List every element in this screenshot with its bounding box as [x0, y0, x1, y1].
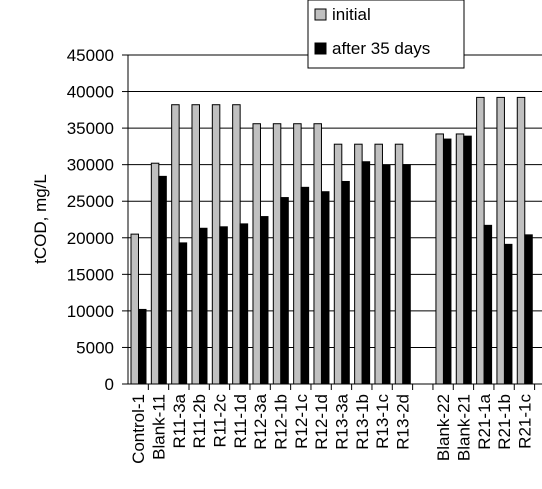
initial-bar — [374, 143, 383, 385]
initial-bar — [516, 96, 526, 385]
legend-label-after-35-days: after 35 days — [332, 39, 430, 58]
after-35-days-bar — [178, 242, 188, 385]
x-category-label: R21-1a — [475, 393, 494, 449]
initial-bar — [476, 96, 485, 385]
y-tick-label: 0 — [105, 375, 114, 394]
after-35-days-bar — [381, 164, 391, 385]
initial-bar — [252, 123, 261, 385]
x-category-label: R11-2c — [210, 394, 229, 448]
initial-bar — [272, 123, 282, 385]
x-category-label: R11-2b — [190, 394, 209, 449]
after-35-days-bar — [442, 138, 452, 385]
legend-box — [307, 0, 465, 69]
x-category-label: Blank-22 — [434, 394, 453, 461]
initial-bar — [354, 143, 363, 385]
y-tick-labels: 0 5000 10000 15000 20000 25000 30000 35000 40000… — [67, 46, 128, 394]
x-category-label: R11-3a — [170, 393, 189, 448]
y-tick-label: 5000 — [76, 338, 114, 357]
y-tick-label: 45000 — [67, 46, 114, 65]
after-35-days-bar — [503, 243, 513, 385]
y-tick-label: 15000 — [67, 265, 114, 284]
x-category-labels: Control-1 Blank-11 R11-3a R11-2b R11-2c R11-1… — [129, 393, 534, 463]
after-35-days-bar — [524, 234, 533, 385]
initial-bar — [211, 104, 221, 385]
after-35-days-bar — [361, 161, 371, 385]
initial-bar — [130, 233, 139, 385]
bars — [130, 96, 533, 385]
legend: initial after 35 days — [307, 0, 465, 69]
x-category-label: R13-1b — [353, 394, 372, 450]
after-35-days-bar — [259, 216, 269, 385]
axes — [127, 55, 542, 390]
legend-swatch-initial — [314, 8, 327, 21]
initial-bar — [171, 104, 180, 385]
initial-bar — [191, 104, 200, 385]
after-35-days-bar — [483, 224, 493, 385]
x-category-label: Blank-21 — [454, 394, 473, 461]
y-tick-label: 10000 — [67, 302, 114, 321]
x-category-label: R13-3a — [332, 393, 351, 449]
y-tick-label: 35000 — [67, 119, 114, 138]
y-tick-label: 25000 — [67, 192, 114, 211]
legend-swatch-after-35-days — [314, 42, 327, 55]
x-category-label: R13-2d — [393, 394, 412, 450]
initial-bar — [313, 123, 322, 385]
x-category-label: R12-3a — [251, 393, 270, 449]
after-35-days-bar — [463, 135, 472, 385]
initial-bar — [293, 123, 302, 385]
after-35-days-bar — [198, 227, 208, 385]
x-category-label: R12-1c — [292, 394, 311, 449]
after-35-days-bar — [300, 186, 310, 385]
x-category-label: R21-1b — [495, 394, 514, 450]
initial-bar — [232, 104, 241, 385]
y-tick-label: 20000 — [67, 229, 114, 248]
y-axis-label: tCOD, mg/L — [31, 174, 50, 264]
initial-bar — [394, 143, 404, 385]
initial-bar — [150, 162, 160, 385]
legend-label-initial: initial — [332, 5, 371, 24]
x-category-label: R12-1d — [312, 394, 331, 450]
after-35-days-bar — [219, 226, 228, 385]
initial-bar — [496, 96, 505, 385]
after-35-days-bar — [341, 180, 350, 385]
after-35-days-bar — [158, 175, 167, 385]
y-tick-label: 40000 — [67, 83, 114, 102]
after-35-days-bar — [402, 164, 411, 385]
after-35-days-bar — [320, 191, 330, 385]
x-category-label: Blank-11 — [149, 394, 168, 460]
after-35-days-bar — [280, 197, 289, 385]
x-category-label: R13-1c — [373, 394, 392, 449]
y-tick-label: 30000 — [67, 156, 114, 175]
x-category-label: R12-1b — [271, 394, 290, 450]
initial-bar — [435, 133, 444, 385]
after-35-days-bar — [239, 223, 249, 385]
x-category-label: Control-1 — [129, 394, 148, 464]
initial-bar — [333, 143, 343, 385]
x-category-label: R11-1d — [231, 394, 250, 449]
initial-bar — [455, 133, 465, 385]
after-35-days-bar — [138, 308, 147, 385]
x-category-label: R21-1c — [515, 394, 534, 449]
